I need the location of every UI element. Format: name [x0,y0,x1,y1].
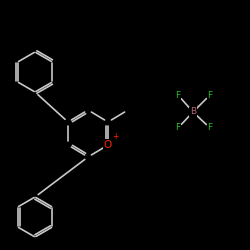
Text: -: - [197,103,199,108]
Text: +: + [112,132,118,141]
Text: F: F [208,90,212,100]
Text: F: F [176,90,180,100]
Text: F: F [208,124,212,132]
Text: B: B [190,108,196,116]
Text: O: O [104,140,112,150]
Text: F: F [176,124,180,132]
